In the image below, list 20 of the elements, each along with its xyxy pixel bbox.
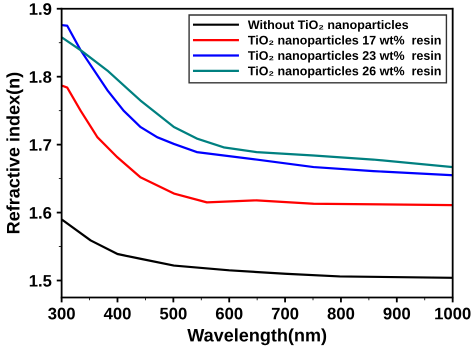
- line-series: [62, 84, 453, 206]
- legend-label: Without TiO₂ nanoparticles: [248, 20, 408, 32]
- y-axis-title: Refractive index(n): [6, 72, 24, 234]
- y-tick-label: 1.6: [30, 206, 52, 219]
- y-tick-label: 1.5: [30, 275, 52, 287]
- x-tick-label: 500: [160, 308, 187, 320]
- x-tick-label: 1000: [435, 308, 471, 320]
- y-tick-label: 1.8: [30, 71, 52, 83]
- legend-label: TiO₂ nanoparticles 26 wt% resin: [248, 66, 441, 78]
- y-tick-label: 1.9: [30, 3, 52, 15]
- x-tick-label: 400: [104, 308, 131, 320]
- legend-label: TiO₂ nanoparticles 17 wt% resin: [248, 35, 441, 48]
- x-tick-label: 900: [383, 308, 410, 320]
- legend-label: TiO₂ nanoparticles 23 wt% resin: [248, 50, 441, 62]
- x-tick-label: 300: [48, 308, 75, 320]
- y-tick-label: 1.7: [30, 139, 52, 151]
- x-tick-label: 700: [272, 308, 298, 320]
- x-axis-title: Wavelength(nm): [187, 328, 326, 346]
- x-tick-label: 800: [328, 308, 354, 320]
- x-tick-label: 600: [216, 308, 242, 320]
